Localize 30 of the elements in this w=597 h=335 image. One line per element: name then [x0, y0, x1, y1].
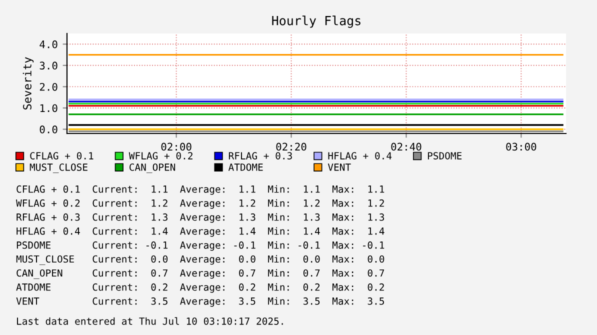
- text: WFLAG + 0.2 Current: 1.2 Average: 1.2 Min: 1.2 Max: 1.2: [16, 199, 384, 209]
- legend-label: VENT: [328, 164, 351, 171]
- legend-label: MUST_CLOSE: [30, 164, 88, 174]
- text: RFLAG + 0.3 Current: 1.3 Average: 1.3 Min: 1.3 Max: 1.3: [16, 213, 384, 223]
- legend-label: HFLAG + 0.4: [328, 152, 392, 160]
- legend-label: WFLAG + 0.2: [128, 152, 192, 160]
- y-tick-label: 1.0: [40, 104, 58, 112]
- x-tick-label: 03:00: [506, 142, 536, 151]
- y-tick-label: 0.0: [40, 126, 58, 134]
- text: CFLAG + 0.1 Current: 1.1 Average: 1.1 Min: 1.1 Max: 1.1: [16, 185, 384, 195]
- legend-label: CAN_OPEN: [130, 164, 176, 174]
- legend-label: CFLAG + 0.1: [30, 152, 94, 160]
- y-tick-label: 4.0: [40, 40, 58, 48]
- text: MUST_CLOSE Current: 0.0 Average: 0.0 Min: 0.0 Max: 0.0: [16, 255, 384, 265]
- x-tick-label: 02:20: [276, 142, 306, 151]
- legend-label: ATDOME: [228, 164, 263, 171]
- y-tick-label: 2.0: [40, 82, 58, 91]
- chart-title: Hourly Flags: [272, 16, 360, 28]
- text: ATDOME Current: 0.2 Average: 0.2 Min: 0.2 Max: 0.2: [16, 283, 384, 293]
- y-tick-label: 3.0: [40, 62, 58, 70]
- text: HFLAG + 0.4 Current: 1.4 Average: 1.4 Min: 1.4 Max: 1.4: [16, 227, 384, 237]
- text: Last data entered at Thu Jul 10 03:10:17 2025.: [17, 317, 283, 325]
- y-axis-title: Severity: [22, 57, 34, 110]
- legend-label: PSDOME: [428, 152, 462, 160]
- text: VENT Current: 3.5 Average: 3.5 Min: 3.5 Max: 3.5: [16, 297, 384, 307]
- text: PSDOME Current: -0.1 Average: -0.1 Min: -0.1 Max: -0.1: [16, 241, 384, 251]
- text: CAN_OPEN Current: 0.7 Average: 0.7 Min: 0.7 Max: 0.7: [16, 269, 384, 279]
- x-tick-label: 02:40: [391, 142, 422, 151]
- legend-label: RFLAG + 0.3: [228, 152, 292, 160]
- x-tick-label: 02:00: [161, 142, 192, 151]
